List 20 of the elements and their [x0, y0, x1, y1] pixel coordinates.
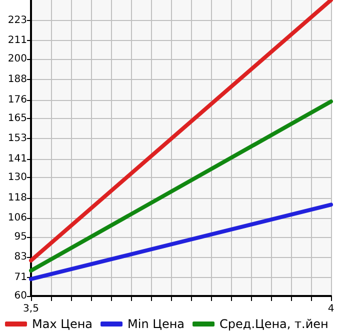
y-tick-label: 165 — [8, 112, 27, 124]
legend-label: Max Цена — [32, 317, 93, 331]
y-tick-label: 60 — [14, 290, 27, 302]
y-tick-label: 130 — [8, 172, 27, 184]
y-tick-label: 211 — [8, 35, 27, 46]
y-tick-label: 223 — [8, 14, 27, 26]
y-tick-label: 83 — [14, 252, 27, 263]
y-tick-label: 176 — [8, 94, 27, 106]
y-tick-label: 188 — [8, 74, 27, 85]
y-tick-label: 118 — [8, 192, 27, 204]
y-tick-label: 106 — [8, 212, 27, 224]
legend-label: Min Цена — [128, 317, 185, 331]
legend-label: Сред.Цена, т.йен — [220, 317, 328, 331]
x-tick-label: 3,5 — [23, 304, 39, 314]
y-tick-label: 141 — [8, 153, 27, 164]
y-tick-label: 95 — [14, 231, 27, 242]
x-tick-label: 4 — [328, 304, 334, 314]
y-tick-label: 153 — [8, 133, 27, 144]
y-tick-label: 200 — [8, 54, 27, 65]
y-tick-label: 71 — [14, 272, 27, 283]
